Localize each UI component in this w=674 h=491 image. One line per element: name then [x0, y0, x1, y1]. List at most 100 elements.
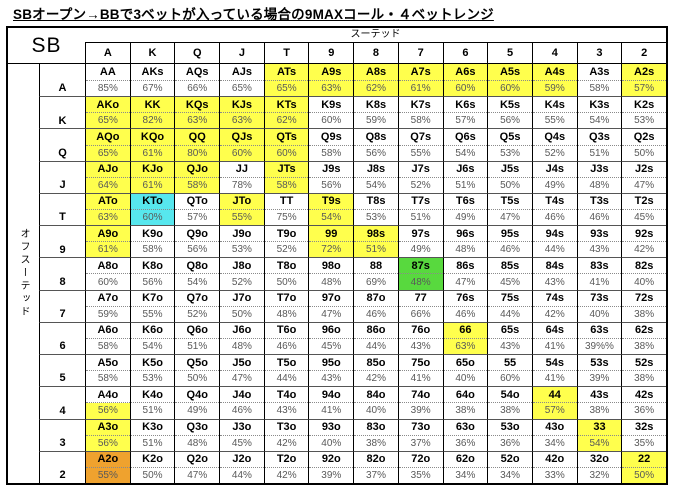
cell-JJ: JJ 78% [219, 160, 264, 193]
percent-label: 43% [398, 338, 443, 355]
cell-93s: 93s 43% [576, 225, 622, 258]
percent-label: 34% [488, 467, 532, 483]
cell-JTo: JTo 55% [219, 192, 264, 226]
row-header-label: T [59, 211, 66, 224]
cell-99: 99 72% [308, 225, 354, 258]
percent-label: 42% [532, 306, 577, 322]
cell-53s: 53s 39% [576, 354, 622, 387]
percent-label: 32% [577, 467, 622, 483]
hand-label: K2o [130, 451, 175, 468]
percent-label: 44% [488, 306, 532, 322]
percent-label: 44% [532, 242, 577, 258]
cell-Q7s: Q7s 55% [397, 128, 443, 161]
cell-72o: 72o 35% [397, 450, 443, 483]
cell-33: 33 54% [576, 418, 622, 451]
percent-label: 50% [622, 467, 666, 483]
percent-label: 39%% [577, 338, 622, 355]
percent-label: 60% [86, 274, 130, 290]
percent-label: 55% [86, 467, 130, 483]
cell-JTs: JTs 58% [263, 160, 309, 193]
percent-label: 38% [488, 403, 532, 419]
percent-label: 65% [86, 113, 130, 129]
cell-84s: 84s 43% [531, 257, 577, 290]
percent-label: 40% [354, 403, 398, 419]
hand-label: 73o [398, 419, 443, 436]
percent-label: 63% [86, 210, 130, 226]
percent-label: 38% [622, 338, 666, 355]
cell-T2s: T2s 45% [621, 192, 666, 226]
hand-label: A4s [532, 64, 577, 81]
cell-Q4o: Q4o 49% [174, 386, 220, 419]
hand-label: 72o [398, 451, 443, 468]
cell-53o: 53o 36% [487, 418, 532, 451]
hand-label: 22 [622, 451, 666, 468]
hand-label: Q7o [175, 290, 220, 307]
percent-label: 50% [264, 274, 309, 290]
cell-T8s: T8s 53% [353, 192, 398, 226]
cell-Q8o: Q8o 54% [174, 257, 220, 290]
cell-22: 22 50% [621, 450, 666, 483]
hand-label: 72s [622, 290, 666, 307]
hand-label: 97s [398, 226, 443, 243]
percent-label: 72% [309, 242, 354, 258]
percent-label: 50% [622, 145, 666, 161]
percent-label: 57% [532, 403, 577, 419]
percent-label: 54% [175, 274, 220, 290]
corner-position-label: SB [8, 28, 85, 64]
hand-label: T9o [264, 226, 309, 243]
hand-label: Q2s [622, 129, 666, 146]
cell-K7o: K7o 55% [129, 289, 175, 322]
cell-T3o: T3o 42% [263, 418, 309, 451]
cell-K8s: K8s 59% [353, 96, 398, 129]
percent-label: 45% [622, 210, 666, 226]
cell-K4o: K4o 51% [129, 386, 175, 419]
cell-J9s: J9s 56% [308, 160, 354, 193]
hand-label: 83o [354, 419, 398, 436]
cell-Q7o: Q7o 52% [174, 289, 220, 322]
hand-label: 93o [309, 419, 354, 436]
cell-K2o: K2o 50% [129, 450, 175, 483]
percent-label: 46% [264, 338, 309, 355]
hand-label: T9s [309, 193, 354, 211]
cell-QJo: QJo 58% [174, 160, 220, 193]
hand-label: A7o [86, 290, 130, 307]
hand-label: J6o [220, 322, 264, 339]
hand-label: 74s [532, 290, 577, 307]
hand-label: 95s [488, 226, 532, 243]
cell-65o: 65o 40% [442, 354, 488, 387]
percent-label: 48% [398, 274, 443, 290]
percent-label: 58% [577, 80, 622, 97]
row-header-8: 8 [39, 257, 85, 290]
cell-Q6o: Q6o 51% [174, 321, 220, 355]
hand-label: Q4o [175, 387, 220, 404]
cell-64o: 64o 38% [442, 386, 488, 419]
cell-J5s: J5s 50% [487, 160, 532, 193]
hand-label: A8s [354, 64, 398, 81]
cell-K5s: K5s 56% [487, 96, 532, 129]
hand-label: T5s [488, 193, 532, 211]
cell-95o: 95o 43% [308, 354, 354, 387]
hand-label: 88 [354, 258, 398, 275]
cell-84o: 84o 40% [353, 386, 398, 419]
percent-label: 48% [175, 435, 220, 451]
percent-label: 51% [398, 210, 443, 226]
cell-76o: 76o 43% [397, 321, 443, 355]
cell-T5s: T5s 47% [487, 192, 532, 226]
cell-74s: 74s 42% [531, 289, 577, 322]
cell-63o: 63o 36% [442, 418, 488, 451]
hand-label: K6s [443, 97, 488, 114]
percent-label: 40% [309, 435, 354, 451]
cell-J8o: J8o 52% [219, 257, 264, 290]
hand-label: Q2o [175, 451, 220, 468]
percent-label: 33% [532, 467, 577, 483]
percent-label: 41% [532, 371, 577, 387]
percent-label: 58% [86, 371, 130, 387]
cell-52o: 52o 34% [487, 450, 532, 483]
cell-A8s: A8s 62% [353, 64, 398, 97]
percent-label: 41% [309, 403, 354, 419]
percent-label: 47% [175, 467, 220, 483]
percent-label: 39% [577, 371, 622, 387]
percent-label: 48% [309, 274, 354, 290]
cell-AKs: AKs 67% [129, 64, 175, 97]
percent-label: 58% [175, 177, 220, 193]
